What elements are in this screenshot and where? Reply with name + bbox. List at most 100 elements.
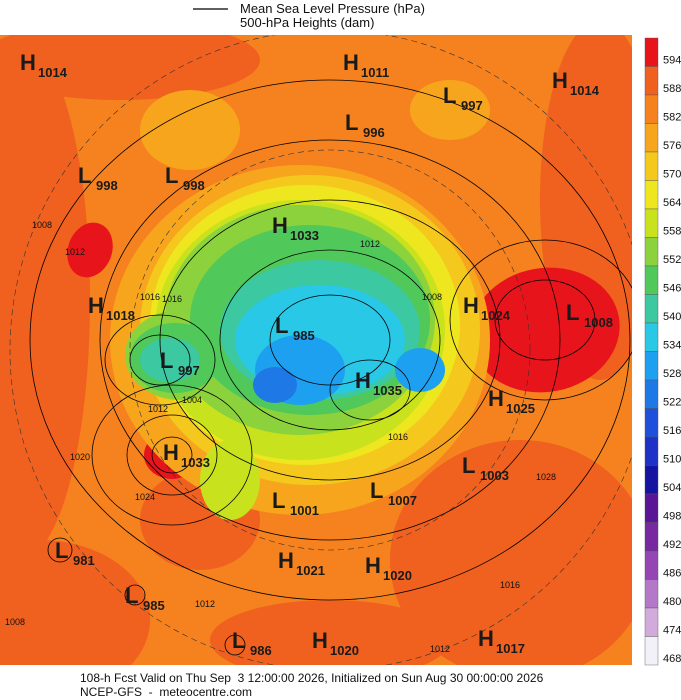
colorbar-label: 594 [663, 55, 681, 67]
colorbar-swatch [644, 579, 659, 609]
center-letter: L [160, 348, 173, 373]
graticule [129, 149, 531, 551]
center-letter: H [355, 368, 371, 393]
center-value: 1020 [383, 568, 412, 583]
center-letter: H [312, 628, 328, 653]
colorbar-swatch [644, 37, 659, 67]
contour-label: 1012 [195, 599, 215, 609]
height-region [67, 222, 113, 278]
contour-label: 1012 [148, 404, 168, 414]
height-region [395, 348, 445, 392]
height-region [140, 338, 200, 382]
colorbar-swatch [644, 322, 659, 352]
colorbar-label: 468 [663, 653, 681, 665]
center-letter: L [462, 453, 475, 478]
center-value: 996 [363, 125, 385, 140]
center-letter: H [88, 293, 104, 318]
height-region [200, 440, 260, 520]
center-letter: L [55, 538, 68, 563]
center-value: 997 [178, 363, 200, 378]
colorbar-swatch [644, 379, 659, 409]
colorbar-swatch [644, 208, 659, 238]
center-value: 1033 [290, 228, 319, 243]
center-letter: L [78, 163, 91, 188]
center-value: 997 [461, 98, 483, 113]
footer-line1: 108-h Fcst Valid on Thu Sep 3 12:00:00 2… [80, 671, 544, 685]
center-value: 985 [143, 598, 165, 613]
isobars [9, 35, 632, 665]
colorbar-swatch [644, 465, 659, 495]
colorbar-label: 582 [663, 112, 681, 124]
center-value: 1001 [290, 503, 319, 518]
height-region [0, 40, 90, 560]
isobar [224, 634, 246, 656]
colorbar-label: 486 [663, 568, 681, 580]
isobar [129, 334, 191, 386]
center-value: 998 [96, 178, 118, 193]
colorbar-label: 522 [663, 397, 681, 409]
center-value: 1024 [481, 308, 511, 323]
colorbar-swatch [644, 294, 659, 324]
isobar [269, 294, 391, 386]
isobar [126, 414, 218, 496]
colorbar-swatch [644, 607, 659, 637]
isobar [29, 79, 631, 601]
colorbar-swatch [644, 436, 659, 466]
isobar [219, 249, 441, 431]
contour-label: 1024 [135, 492, 155, 502]
contour-label: 1008 [422, 292, 442, 302]
contour-label: 1016 [500, 580, 520, 590]
center-value: 985 [293, 328, 315, 343]
center-value: 1018 [106, 308, 135, 323]
contour-label: 1016 [162, 294, 182, 304]
center-letter: H [463, 293, 479, 318]
center-value: 1003 [480, 468, 509, 483]
contour-label: 1020 [70, 452, 90, 462]
center-value: 981 [73, 553, 95, 568]
colorbar-label: 576 [663, 140, 681, 152]
center-letter: H [552, 68, 568, 93]
center-value: 998 [183, 178, 205, 193]
center-value: 1014 [570, 83, 600, 98]
center-letter: L [232, 628, 245, 653]
contour-label: 1012 [360, 239, 380, 249]
center-value: 1014 [38, 65, 68, 80]
isobar [104, 314, 216, 406]
contour-label: 1028 [536, 472, 556, 482]
isobar [91, 384, 253, 526]
contour-label: 1016 [388, 432, 408, 442]
height-region [0, 540, 150, 665]
center-value: 1007 [388, 493, 417, 508]
isobar [159, 199, 501, 481]
center-value: 1021 [296, 563, 325, 578]
contour-label: 1012 [65, 247, 85, 257]
colorbar-label: 510 [663, 454, 681, 466]
contour-label: 1008 [32, 220, 52, 230]
center-value: 986 [250, 643, 272, 658]
height-region [140, 90, 240, 170]
colorbar-label: 588 [663, 83, 681, 95]
colorbar-label: 474 [663, 625, 681, 637]
colorbar: 594 588 582 576 570 564 558 552 546 540 534 528 522 5… [644, 37, 681, 666]
legend-line2: 500-hPa Heights (dam) [240, 15, 374, 30]
colorbar-label: 498 [663, 511, 681, 523]
colorbar-swatch [644, 237, 659, 267]
isobar [47, 537, 73, 563]
center-value: 1020 [330, 643, 359, 658]
center-letter: H [272, 213, 288, 238]
contour-label: 1012 [430, 644, 450, 654]
colorbar-label: 540 [663, 311, 681, 323]
center-letter: L [566, 300, 579, 325]
height-region [253, 367, 297, 403]
height-region [210, 600, 450, 665]
colorbar-label: 516 [663, 425, 681, 437]
colorbar-swatch [644, 522, 659, 552]
colorbar-swatch [644, 408, 659, 438]
isobar [449, 239, 632, 401]
colorbar-swatch [644, 636, 659, 666]
footer-line2: NCEP-GFS - meteocentre.com [80, 685, 252, 699]
colorbar-label: 546 [663, 283, 681, 295]
isobar [124, 584, 146, 606]
